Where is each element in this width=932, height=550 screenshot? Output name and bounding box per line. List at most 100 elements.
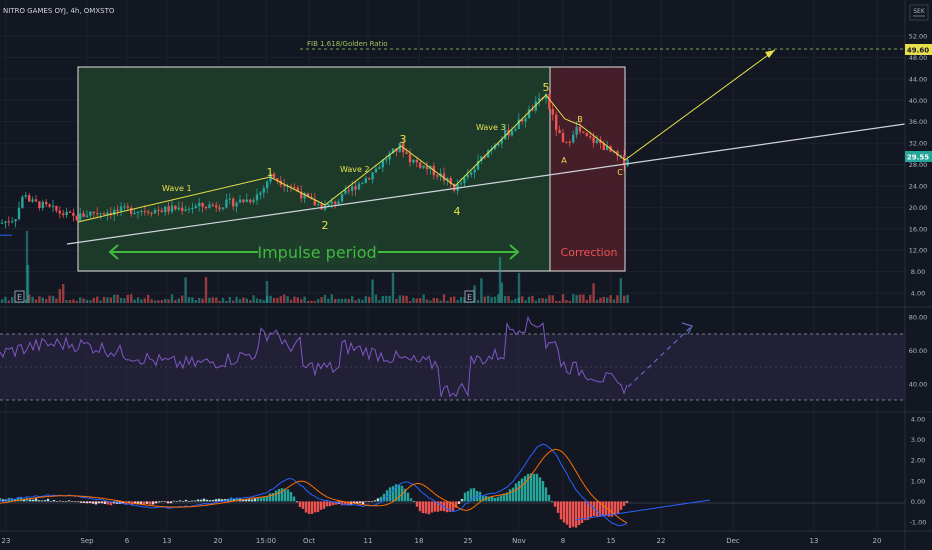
candle-body bbox=[327, 203, 330, 206]
volume-bar bbox=[612, 299, 616, 303]
elliott-wave-line[interactable] bbox=[77, 49, 776, 223]
candle-body bbox=[221, 207, 225, 209]
volume-bar bbox=[62, 283, 65, 303]
macd-histogram-bar bbox=[469, 488, 473, 502]
candle-body bbox=[211, 204, 214, 206]
candle-body bbox=[147, 211, 150, 213]
volume-bar bbox=[371, 279, 374, 303]
macd-histogram-bar bbox=[103, 501, 107, 505]
candle-body bbox=[218, 207, 221, 209]
candle-body bbox=[575, 126, 578, 135]
macd-histogram-bar bbox=[100, 501, 104, 504]
symbol-title[interactable]: NITRO GAMES OYJ, 4h, OMXSTO bbox=[3, 7, 115, 15]
macd-histogram-bar bbox=[196, 499, 200, 502]
volume-bar bbox=[255, 298, 259, 303]
macd-histogram-bar bbox=[427, 501, 431, 515]
macd-histogram-bar bbox=[91, 501, 95, 504]
macd-histogram-bar bbox=[169, 501, 173, 504]
macd-histogram-bar bbox=[154, 501, 158, 504]
macd-histogram-bar bbox=[109, 501, 113, 506]
volume-bar bbox=[119, 297, 123, 303]
macd-histogram-bar bbox=[256, 497, 260, 502]
macd-histogram-bar bbox=[262, 496, 266, 502]
macd-histogram-bar bbox=[106, 501, 110, 505]
svg-text:E: E bbox=[17, 293, 22, 302]
volume-bar bbox=[109, 297, 112, 303]
candle-body bbox=[187, 208, 191, 210]
candle-body bbox=[174, 205, 177, 210]
macd-histogram-bar bbox=[97, 501, 101, 504]
macd-histogram-bar bbox=[190, 500, 194, 502]
volume-bar bbox=[548, 295, 551, 303]
signal-line[interactable] bbox=[0, 448, 628, 524]
macd-histogram-bar bbox=[133, 501, 137, 504]
volume-bar bbox=[419, 298, 422, 303]
rsi-line[interactable] bbox=[0, 315, 628, 398]
volume-bar bbox=[201, 298, 204, 303]
candle-body bbox=[368, 178, 371, 180]
candle-body bbox=[82, 213, 85, 217]
volume-bar bbox=[113, 294, 116, 303]
candle-body bbox=[72, 212, 75, 216]
candle-body bbox=[330, 201, 333, 204]
time-tick-label: 13 bbox=[810, 537, 819, 545]
macd-histogram-bar bbox=[28, 499, 32, 502]
earnings-marker[interactable]: E bbox=[464, 290, 475, 303]
macd-histogram-bar bbox=[436, 501, 440, 512]
candle-body bbox=[296, 187, 299, 192]
macd-histogram-bar bbox=[289, 492, 293, 502]
price-candles[interactable] bbox=[0, 88, 629, 236]
macd-histogram-bar bbox=[76, 501, 80, 502]
time-axis[interactable]: 23 Sep 6 13 20 15:00 Oct 11 18 25 Nov 8 15 22 Dec 13 20 bbox=[2, 537, 882, 545]
candle-body bbox=[561, 132, 565, 142]
macd-histogram-bar bbox=[529, 473, 533, 502]
volume-bar bbox=[602, 296, 605, 303]
macd-histogram-bar bbox=[211, 500, 215, 502]
volume-bar bbox=[385, 295, 388, 303]
macd-histogram-bar bbox=[412, 501, 416, 502]
price-axis[interactable]: 52.00 48.00 44.00 40.00 36.00 32.00 28.00 24.00… bbox=[909, 33, 928, 298]
volume-bar bbox=[500, 282, 503, 303]
time-tick-label: 13 bbox=[163, 537, 172, 545]
volume-bar bbox=[402, 295, 405, 303]
volume-bar bbox=[28, 294, 31, 303]
support-trend-line[interactable] bbox=[66, 123, 906, 245]
candle-body bbox=[160, 210, 163, 213]
volume-bar bbox=[323, 294, 327, 303]
price-tick-label: 12.00 bbox=[909, 247, 928, 255]
volume-bar bbox=[473, 285, 476, 303]
macd-histogram-bar bbox=[307, 501, 311, 514]
macd-histogram-bar bbox=[223, 499, 227, 502]
candle-body bbox=[62, 213, 65, 216]
macd-histogram-bar bbox=[421, 501, 425, 514]
volume-bar bbox=[514, 298, 517, 303]
candle-body bbox=[371, 172, 374, 180]
candle-body bbox=[262, 188, 265, 193]
candle-body bbox=[493, 145, 497, 149]
volume-bar bbox=[174, 300, 177, 303]
volume-bar bbox=[130, 294, 133, 303]
candle-body bbox=[79, 213, 82, 221]
candle-body bbox=[306, 193, 310, 198]
macd-line[interactable] bbox=[0, 443, 628, 527]
earnings-marker[interactable]: E bbox=[14, 290, 25, 303]
candle-body bbox=[480, 156, 483, 161]
macd-histogram-bar bbox=[232, 498, 236, 502]
candle-body bbox=[136, 211, 140, 213]
macd-histogram-bar bbox=[361, 501, 365, 505]
volume-bar bbox=[41, 297, 44, 303]
macd-histogram-bar bbox=[607, 501, 611, 517]
correction-label: Correction bbox=[561, 246, 618, 259]
macd-histogram-bar bbox=[193, 500, 197, 502]
macd-histogram-bar bbox=[352, 501, 356, 504]
macd-histogram-bar bbox=[151, 501, 155, 505]
volume-bar bbox=[534, 300, 537, 303]
volume-bar bbox=[572, 294, 575, 303]
volume-bar bbox=[531, 295, 534, 303]
macd-histogram-bar bbox=[244, 498, 248, 502]
volume-bar bbox=[208, 297, 211, 303]
macd-histogram-bar bbox=[163, 501, 167, 502]
macd-histogram-bar bbox=[229, 497, 233, 502]
candle-body bbox=[476, 160, 480, 170]
